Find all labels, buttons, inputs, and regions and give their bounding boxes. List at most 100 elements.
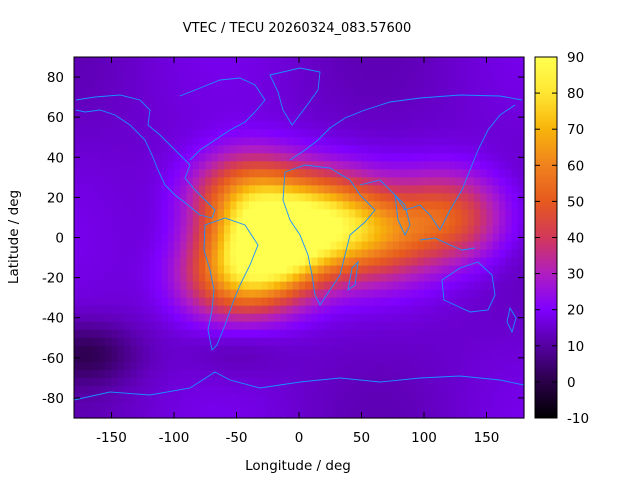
heatmap-cell (267, 209, 275, 219)
heatmap-cell (336, 73, 344, 82)
heatmap-cell (417, 265, 425, 275)
heatmap-cell (367, 345, 375, 355)
heatmap-cell (499, 329, 506, 339)
heatmap-cell (461, 137, 469, 146)
heatmap-cell (186, 353, 194, 363)
heatmap-cell (480, 321, 488, 331)
heatmap-cell (349, 321, 356, 331)
heatmap-cell (342, 401, 350, 411)
heatmap-cell (136, 225, 144, 235)
heatmap-cell (436, 201, 444, 211)
heatmap-cell (455, 73, 463, 82)
heatmap-cell (111, 273, 119, 283)
heatmap-cell (424, 273, 431, 283)
heatmap-cell (461, 257, 469, 267)
heatmap-cell (274, 409, 281, 419)
heatmap-cell (292, 193, 300, 202)
heatmap-cell (142, 401, 150, 411)
colorbar-tick-label: 10 (567, 339, 584, 355)
heatmap-cell (224, 169, 231, 178)
coastline-indonesia (419, 237, 476, 251)
heatmap-cell (136, 401, 144, 411)
heatmap-cell (399, 89, 406, 98)
heatmap-cell (155, 337, 163, 347)
heatmap-cell (449, 369, 456, 379)
heatmap-cell (461, 113, 469, 122)
heatmap-cell (436, 145, 444, 154)
heatmap-cell (492, 297, 500, 307)
heatmap-cell (130, 385, 138, 395)
heatmap-cell (311, 313, 319, 323)
heatmap-cell (199, 273, 206, 283)
heatmap-cell (442, 233, 450, 243)
heatmap-cell (486, 305, 494, 315)
heatmap-cell (330, 161, 338, 170)
heatmap-cell (274, 89, 281, 98)
heatmap-cell (74, 97, 81, 106)
heatmap-cell (386, 89, 394, 98)
heatmap-cell (155, 265, 163, 275)
heatmap-cell (267, 185, 275, 194)
heatmap-cell (174, 337, 181, 347)
heatmap-cell (230, 353, 238, 363)
heatmap-cell (449, 409, 456, 419)
heatmap-cell (449, 337, 456, 347)
heatmap-cell (161, 89, 169, 98)
heatmap-cell (474, 281, 481, 291)
heatmap-cell (286, 281, 294, 291)
heatmap-cell (380, 57, 388, 66)
y-tick-label: 0 (55, 231, 64, 247)
heatmap-cell (505, 161, 513, 170)
heatmap-cell (317, 225, 325, 235)
heatmap-cell (124, 329, 131, 339)
heatmap-cell (324, 73, 331, 82)
heatmap-cell (467, 305, 475, 315)
heatmap-cell (199, 385, 206, 395)
heatmap-cell (267, 113, 275, 122)
heatmap-cell (342, 313, 350, 323)
heatmap-cell (417, 337, 425, 347)
heatmap-cell (299, 105, 306, 114)
heatmap-cell (111, 121, 119, 130)
heatmap-cell (274, 337, 281, 347)
heatmap-cell (317, 57, 325, 66)
heatmap-cell (374, 121, 381, 130)
heatmap-cell (242, 81, 250, 90)
heatmap-cell (399, 161, 406, 170)
heatmap-cell (424, 305, 431, 315)
heatmap-cell (211, 409, 219, 419)
heatmap-cell (392, 73, 400, 82)
heatmap-cell (155, 273, 163, 283)
heatmap-cell (117, 217, 125, 227)
heatmap-cell (349, 377, 356, 387)
heatmap-cell (274, 249, 281, 259)
heatmap-cell (242, 289, 250, 299)
heatmap-cell (80, 145, 88, 154)
heatmap-cell (474, 305, 481, 315)
heatmap-cell (274, 361, 281, 371)
heatmap-cell (492, 249, 500, 259)
heatmap-cell (349, 409, 356, 419)
heatmap-cell (242, 273, 250, 283)
heatmap-cell (411, 209, 419, 219)
x-tick-label: 50 (353, 430, 370, 446)
heatmap-cell (236, 393, 244, 403)
heatmap-cell (274, 121, 281, 130)
heatmap-cell (136, 57, 144, 66)
heatmap-cell (292, 305, 300, 315)
heatmap-cell (286, 121, 294, 130)
heatmap-cell (399, 81, 406, 90)
heatmap-cell (249, 121, 256, 130)
heatmap-cell (317, 137, 325, 146)
heatmap-cell (455, 241, 463, 251)
heatmap-cell (424, 73, 431, 82)
heatmap-cell (74, 401, 81, 411)
heatmap-cell (449, 393, 456, 403)
heatmap-cell (217, 153, 225, 162)
heatmap-cell (111, 265, 119, 275)
heatmap-cell (417, 281, 425, 291)
heatmap-cell (436, 297, 444, 307)
heatmap-cell (324, 353, 331, 363)
heatmap-cell (211, 89, 219, 98)
heatmap-cell (136, 313, 144, 323)
